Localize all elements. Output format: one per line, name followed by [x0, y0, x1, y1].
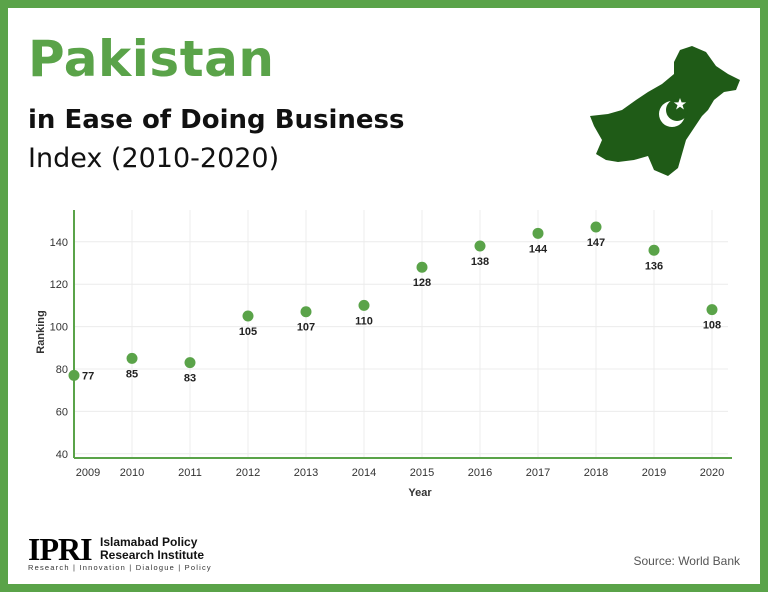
data-label: 105	[239, 326, 257, 338]
data-label: 136	[645, 260, 663, 272]
data-label: 138	[471, 256, 489, 268]
data-point	[300, 306, 312, 318]
x-tick-label: 2019	[642, 467, 666, 479]
data-label: 107	[297, 322, 315, 334]
data-label: 108	[703, 320, 721, 332]
x-tick-label: 2017	[526, 467, 550, 479]
y-axis-title: Ranking	[35, 310, 47, 353]
x-tick-label: 2012	[236, 467, 260, 479]
data-labels: 77 85 83 105 107 110 128 138 144 147 136 108	[82, 237, 721, 385]
y-tick-label: 120	[50, 279, 68, 291]
data-label: 77	[82, 370, 94, 382]
data-point	[184, 357, 196, 369]
x-tick-label: 2016	[468, 467, 492, 479]
grid	[73, 210, 728, 458]
data-point	[68, 369, 80, 381]
data-point	[590, 221, 602, 233]
x-tick-label: 2020	[700, 467, 724, 479]
x-tick-label: 2015	[410, 467, 434, 479]
x-tick-label: 2013	[294, 467, 318, 479]
data-points	[68, 221, 718, 381]
data-point	[242, 310, 254, 322]
x-tick-label: 2018	[584, 467, 608, 479]
data-label: 144	[529, 243, 548, 255]
x-axis-title: Year	[408, 487, 432, 499]
flag-star	[673, 98, 687, 110]
tick-labels: 40 60 80 100 120 140 2009 2010 2011 2012 2013 2014 2…	[50, 237, 725, 479]
org-name-line2: Research Institute	[100, 548, 205, 562]
data-point	[706, 304, 718, 316]
data-point	[416, 261, 428, 273]
org-tagline: Research | Innovation | Dialogue | Polic…	[28, 563, 212, 572]
y-tick-label: 80	[56, 364, 68, 376]
chart: 40 60 80 100 120 140 2009 2010 2011 2012 2013 2014 2…	[35, 210, 732, 499]
data-point	[358, 299, 370, 311]
data-label: 83	[184, 373, 196, 385]
y-tick-label: 40	[56, 449, 68, 461]
y-tick-label: 140	[50, 237, 68, 249]
page-title: Pakistan	[28, 30, 275, 88]
x-tick-label: 2010	[120, 467, 144, 479]
data-label: 128	[413, 277, 431, 289]
x-tick-label: 2009	[76, 467, 100, 479]
org-name-line1: Islamabad Policy	[100, 535, 198, 549]
x-tick-label: 2014	[352, 467, 376, 479]
page-subtitle-range: Index (2010-2020)	[28, 143, 280, 174]
y-tick-label: 60	[56, 406, 68, 418]
pakistan-map-flag-icon	[590, 46, 740, 176]
crescent-inner	[666, 99, 688, 121]
data-point	[532, 227, 544, 239]
data-point	[648, 244, 660, 256]
data-point	[126, 352, 138, 364]
data-label: 147	[587, 237, 605, 249]
data-point	[474, 240, 486, 252]
x-tick-label: 2011	[178, 467, 202, 479]
data-label: 110	[355, 315, 373, 327]
ipri-logo: IPRI	[28, 531, 93, 567]
page-subtitle: in Ease of Doing Business	[28, 105, 405, 135]
source-note: Source: World Bank	[633, 554, 741, 568]
y-tick-label: 100	[50, 322, 68, 334]
data-label: 85	[126, 368, 138, 380]
axes	[73, 210, 732, 459]
